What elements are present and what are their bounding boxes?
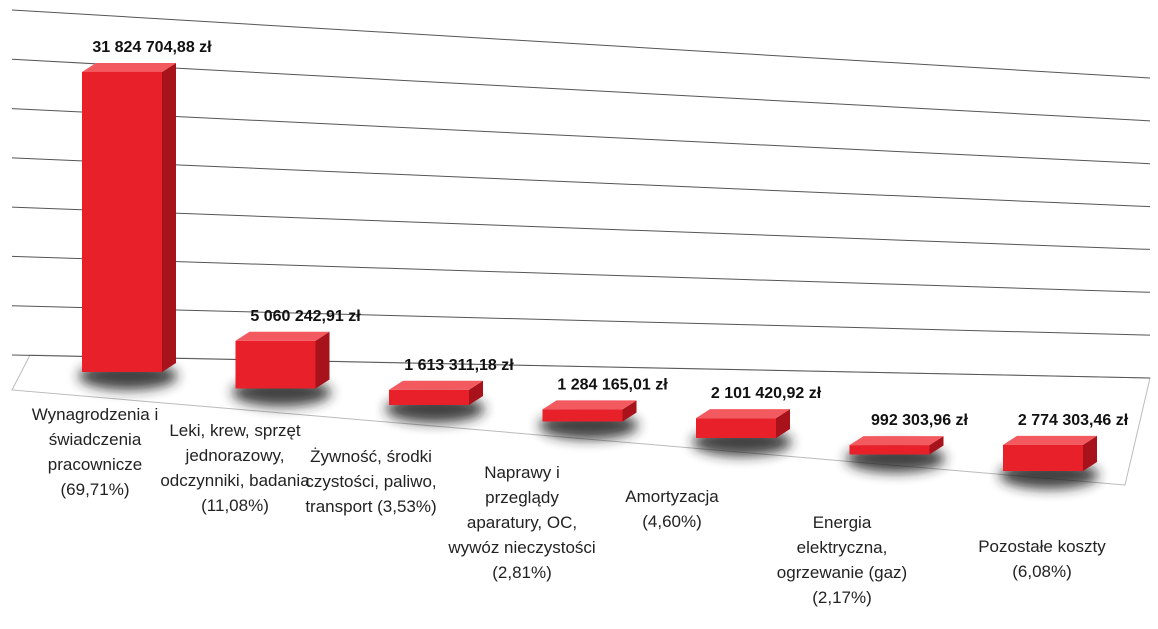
grid-line <box>11 58 1151 122</box>
bar-side <box>469 380 483 405</box>
value-label: 1 284 165,01 zł <box>557 376 668 393</box>
bar-top <box>82 62 176 72</box>
bar-top <box>696 409 790 419</box>
category-label: Żywność, środki czystości, paliwo, trans… <box>305 447 437 516</box>
value-label: 992 303,96 zł <box>871 412 969 429</box>
bar-top <box>849 436 944 446</box>
bar <box>82 71 162 372</box>
grid-line <box>11 354 1151 379</box>
bar-side <box>162 62 176 372</box>
bar <box>389 389 469 405</box>
bar-top <box>235 331 330 341</box>
bar-top <box>542 400 637 410</box>
grid-line <box>11 157 1151 208</box>
bar-top <box>389 380 483 390</box>
category-label: Amortyzacja (4,60%) <box>625 487 719 531</box>
bar-side <box>929 436 944 455</box>
grid-line <box>11 305 1151 336</box>
grid-line <box>11 206 1151 250</box>
bar <box>1003 444 1083 471</box>
bar <box>235 340 316 389</box>
value-label: 5 060 242,91 zł <box>250 308 361 325</box>
bar-side <box>622 400 637 422</box>
bar-side <box>1083 435 1097 471</box>
category-label: Naprawy i przeglądy aparatury, OC, wywóz… <box>448 463 596 582</box>
category-label: Energia elektryczna, ogrzewanie (gaz) (2… <box>776 513 908 607</box>
category-label: Leki, krew, sprzęt jednorazowy, odczynni… <box>160 421 310 515</box>
value-label: 2 774 303,46 zł <box>1018 412 1129 429</box>
bar-side <box>776 409 790 438</box>
grid-line <box>11 9 1151 79</box>
category-label: Wynagrodzenia i świadczenia pracownicze … <box>31 405 159 499</box>
grid-line <box>11 255 1151 293</box>
bar-side <box>315 331 330 389</box>
bar <box>542 409 623 422</box>
bar-top <box>1003 435 1097 445</box>
bar <box>849 445 930 455</box>
bar <box>696 418 776 438</box>
category-label: Pozostałe koszty (6,08%) <box>978 537 1106 581</box>
grid-line <box>11 108 1151 165</box>
value-label: 2 101 420,92 zł <box>711 385 822 402</box>
value-label: 1 613 311,18 zł <box>404 357 514 374</box>
value-label: 31 824 704,88 zł <box>92 39 212 56</box>
